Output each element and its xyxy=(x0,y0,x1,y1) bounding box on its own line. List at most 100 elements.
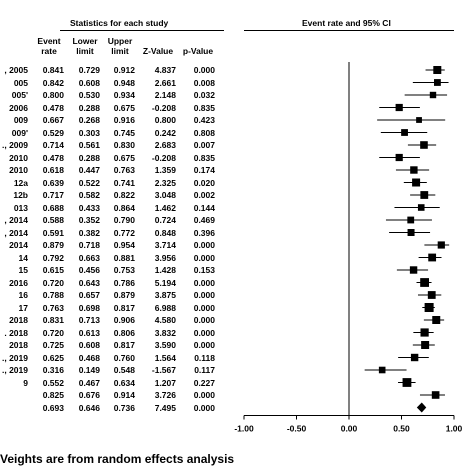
study-point xyxy=(427,291,436,299)
z-value: 1.359 xyxy=(154,165,176,175)
study-point xyxy=(402,378,412,387)
event-rate-value: 0.591 xyxy=(42,227,64,238)
p-value: 0.227 xyxy=(193,377,215,388)
study-label: , 2014 xyxy=(4,227,28,238)
upper-limit-value: 0.912 xyxy=(113,65,135,75)
upper-limit-value: 0.914 xyxy=(113,390,135,400)
p-value: 0.469 xyxy=(193,215,215,225)
upper-limit-value: 0.830 xyxy=(113,140,135,150)
lower-limit-value: 0.657 xyxy=(78,290,100,300)
study-point xyxy=(428,253,437,262)
study-point xyxy=(416,117,422,123)
event-rate-value: 0.478 xyxy=(42,152,64,163)
p-value: 0.000 xyxy=(193,252,215,263)
event-rate-value: 0.615 xyxy=(42,265,64,275)
study-point xyxy=(410,353,419,362)
z-value: -0.208 xyxy=(151,102,176,113)
study-label: 12a xyxy=(13,177,28,188)
study-point xyxy=(420,328,429,337)
z-value: 2.148 xyxy=(154,90,176,100)
z-value: 1.462 xyxy=(154,202,176,213)
upper-limit-value: 0.675 xyxy=(113,102,135,113)
lower-limit-value: 0.713 xyxy=(78,315,100,325)
event-rate-value: 0.792 xyxy=(42,252,64,263)
p-value: 0.808 xyxy=(193,127,215,138)
study-label: 009 xyxy=(13,115,28,125)
study-label: 12b xyxy=(13,190,28,200)
event-rate-value: 0.725 xyxy=(42,340,64,350)
upper-limit-value: 0.772 xyxy=(113,227,135,238)
p-value: 0.000 xyxy=(193,327,215,338)
study-point xyxy=(409,266,418,274)
lower-limit-value: 0.352 xyxy=(78,215,100,225)
z-value: 2.683 xyxy=(154,140,176,150)
study-label: 14 xyxy=(18,252,28,263)
upper-limit-value: 0.548 xyxy=(113,365,135,375)
p-value: 0.835 xyxy=(193,102,215,113)
x-tick-label: 1.00 xyxy=(446,424,463,434)
x-tick-label: 0.00 xyxy=(341,424,358,434)
lower-limit-value: 0.646 xyxy=(78,402,100,413)
upper-limit-value: 0.786 xyxy=(113,277,135,288)
p-value: 0.835 xyxy=(193,152,215,163)
z-value: 3.832 xyxy=(154,327,176,338)
study-point xyxy=(429,91,437,99)
lower-limit-value: 0.643 xyxy=(78,277,100,288)
p-value: 0.144 xyxy=(193,202,215,213)
z-value: 0.848 xyxy=(154,227,176,238)
upper-limit-value: 0.763 xyxy=(113,165,135,175)
p-value: 0.118 xyxy=(194,352,215,363)
ci-header: Event rate and 95% CI xyxy=(302,18,391,28)
lower-limit-value: 0.676 xyxy=(78,390,100,400)
lower-limit-value: 0.456 xyxy=(78,265,100,275)
study-point xyxy=(424,303,434,312)
study-label: . 2018 xyxy=(4,327,28,338)
upper-limit-value: 0.806 xyxy=(113,327,135,338)
event-rate-value: 0.714 xyxy=(42,140,64,150)
col-lower-limit: Lower limit xyxy=(72,36,98,56)
study-label: ., 2019 xyxy=(2,352,28,363)
lower-limit-value: 0.303 xyxy=(78,127,100,138)
upper-limit-value: 0.736 xyxy=(113,402,135,413)
event-rate-value: 0.639 xyxy=(42,177,64,188)
event-rate-value: 0.717 xyxy=(42,190,64,200)
stats-header: Statistics for each study xyxy=(70,18,169,28)
upper-limit-value: 0.881 xyxy=(113,252,135,263)
upper-limit-value: 0.745 xyxy=(113,127,135,138)
z-value: 3.726 xyxy=(154,390,176,400)
lower-limit-value: 0.561 xyxy=(78,140,100,150)
study-point xyxy=(432,316,441,324)
z-value: 4.837 xyxy=(154,65,176,75)
z-value: 3.048 xyxy=(154,190,176,200)
upper-limit-value: 0.760 xyxy=(113,352,135,363)
event-rate-value: 0.788 xyxy=(42,290,64,300)
upper-limit-value: 0.906 xyxy=(113,315,135,325)
upper-limit-value: 0.954 xyxy=(113,240,135,250)
z-value: 3.875 xyxy=(154,290,176,300)
event-rate-value: 0.688 xyxy=(42,202,64,213)
lower-limit-value: 0.382 xyxy=(78,227,100,238)
upper-limit-value: 0.916 xyxy=(113,115,135,125)
p-value: 0.000 xyxy=(193,340,215,350)
study-label: 15 xyxy=(18,265,28,275)
p-value: 0.000 xyxy=(193,315,215,325)
upper-limit-value: 0.634 xyxy=(113,377,135,388)
p-value: 0.174 xyxy=(193,165,215,175)
p-value: 0.000 xyxy=(193,290,215,300)
p-value: 0.423 xyxy=(193,115,215,125)
study-point xyxy=(420,141,428,149)
z-value: -1.567 xyxy=(151,365,176,375)
event-rate-value: 0.720 xyxy=(42,277,64,288)
study-point xyxy=(407,216,415,224)
p-value: 0.000 xyxy=(193,402,215,413)
p-value: 0.153 xyxy=(193,265,215,275)
upper-limit-value: 0.790 xyxy=(113,215,135,225)
study-label: 005' xyxy=(11,90,28,100)
study-label: 9 xyxy=(23,377,28,388)
study-point xyxy=(420,191,429,199)
col-p-value: p-Value xyxy=(182,46,214,56)
z-value: 4.580 xyxy=(154,315,176,325)
p-value: 0.117 xyxy=(194,365,215,375)
lower-limit-value: 0.582 xyxy=(78,190,100,200)
upper-limit-value: 0.817 xyxy=(113,302,135,313)
